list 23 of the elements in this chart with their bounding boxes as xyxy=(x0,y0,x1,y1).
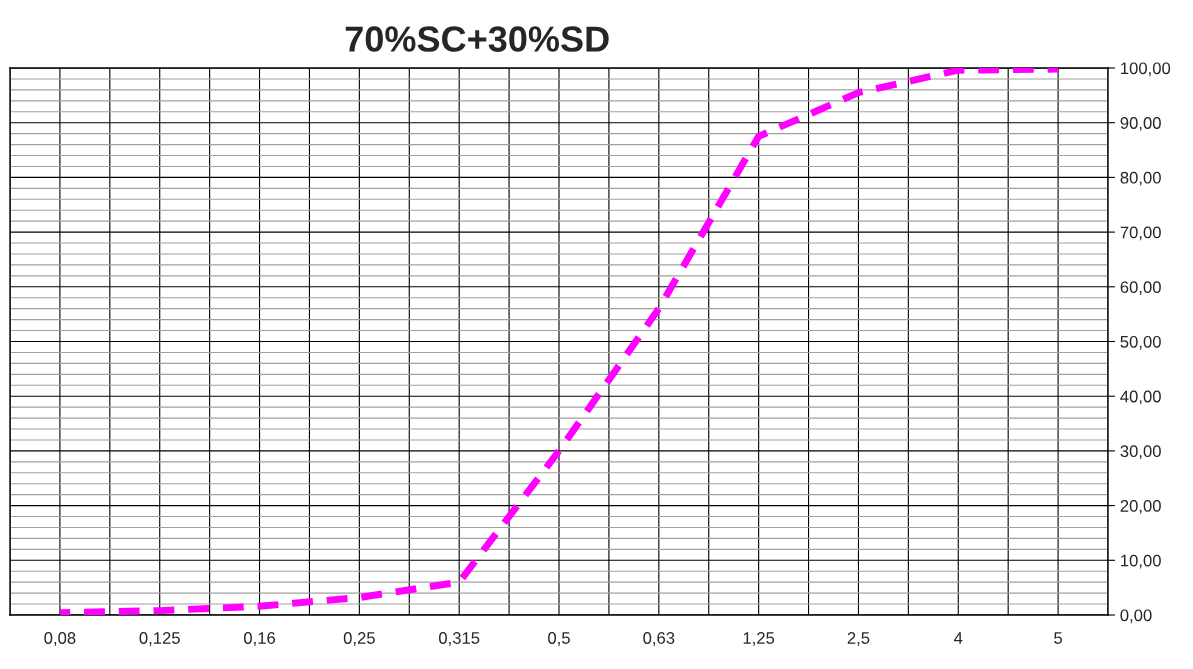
y-tick-label: 80,00 xyxy=(1120,171,1161,186)
x-tick-label: 0,16 xyxy=(243,632,276,646)
y-tick-label: 60,00 xyxy=(1120,281,1161,295)
y-tick-label: 100,00 xyxy=(1121,62,1171,77)
x-tick-label: 5 xyxy=(1054,632,1063,644)
x-tick-label: 4 xyxy=(954,632,963,644)
x-tick-label: 0,25 xyxy=(343,632,375,646)
x-tick-label: 0,125 xyxy=(139,632,180,646)
x-tick-label: 0,08 xyxy=(44,632,76,646)
y-tick-label: 30,00 xyxy=(1120,445,1161,460)
y-tick-label: 90,00 xyxy=(1120,117,1161,131)
y-tick-label: 40,00 xyxy=(1120,390,1161,405)
x-tick-label: 0,5 xyxy=(548,632,570,646)
y-tick-label: 10,00 xyxy=(1121,554,1161,569)
x-tick-label: 2,5 xyxy=(847,632,870,646)
y-tick-label: 70,00 xyxy=(1120,226,1161,241)
y-tick-label: 20,00 xyxy=(1120,500,1161,514)
x-tick-label: 0,315 xyxy=(438,632,480,646)
x-tick-label: 1,25 xyxy=(743,632,775,646)
x-tick-label: 0,63 xyxy=(643,632,675,646)
y-tick-label: 0,00 xyxy=(1120,609,1152,624)
y-tick-label: 50,00 xyxy=(1120,335,1161,350)
chart-title: 70%SC+30%SD xyxy=(345,26,609,52)
